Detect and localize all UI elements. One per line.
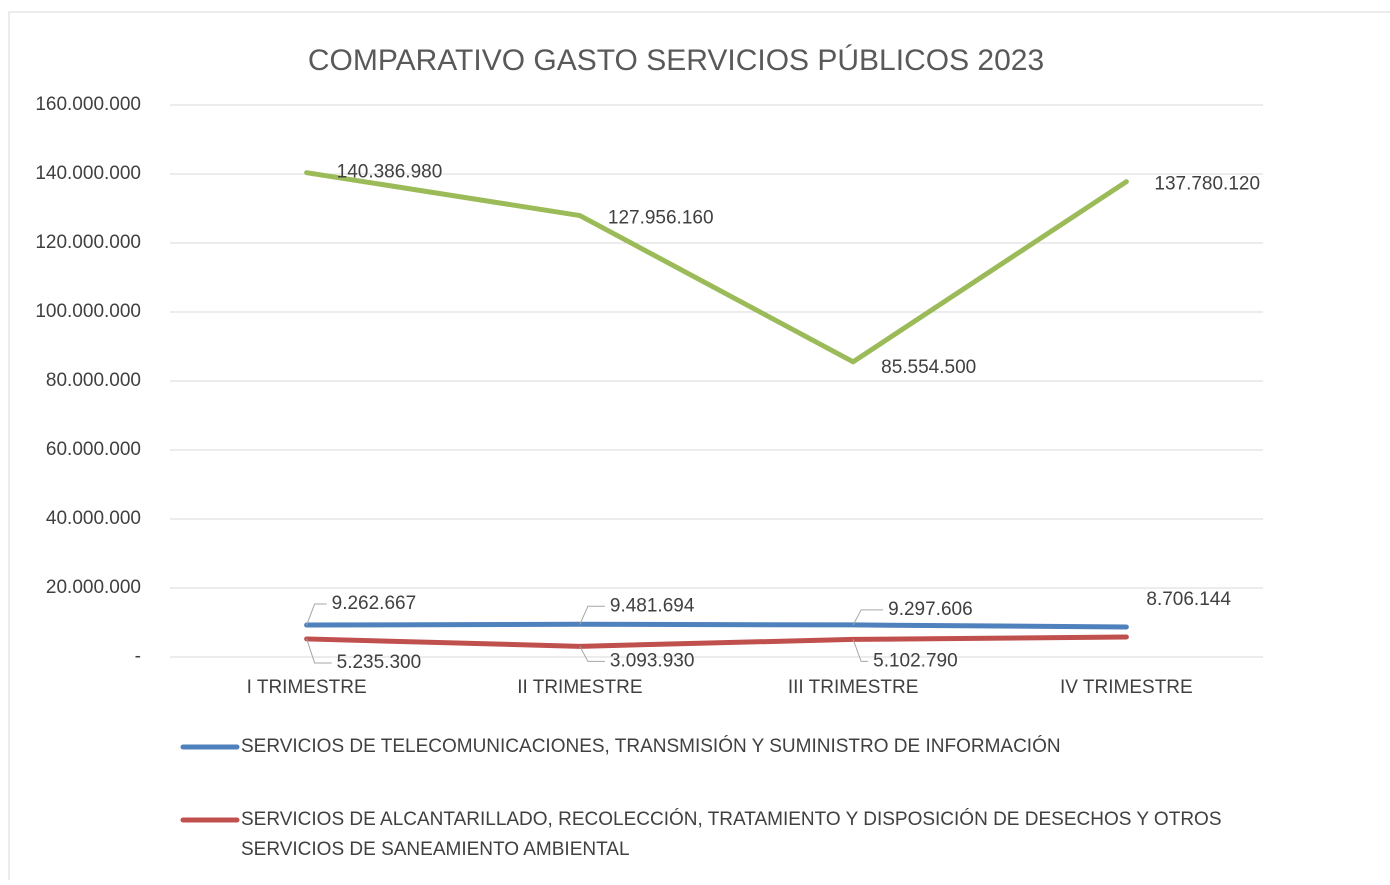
data-label: 9.262.667: [332, 593, 417, 614]
x-tick-label: III TRIMESTRE: [788, 677, 919, 698]
series-line: [304, 634, 1129, 649]
x-tick-label: IV TRIMESTRE: [1060, 677, 1193, 698]
series-line: [304, 621, 1129, 630]
data-label: 85.554.500: [881, 357, 976, 378]
series-line: [304, 170, 1129, 365]
y-tick-label: 120.000.000: [35, 232, 141, 253]
leader-line: [306, 638, 332, 664]
x-tick-label: I TRIMESTRE: [247, 677, 367, 698]
chart-frame: [8, 11, 1390, 885]
y-tick-label: 160.000.000: [35, 94, 141, 115]
leader-line: [579, 646, 605, 662]
data-label: 3.093.930: [610, 650, 695, 671]
leader-line: [852, 609, 884, 626]
chart-title: COMPARATIVO GASTO SERVICIOS PÚBLICOS 202…: [308, 44, 1044, 77]
y-tick-label: 80.000.000: [46, 370, 141, 391]
y-tick-label: 20.000.000: [46, 577, 141, 598]
data-label: 9.297.606: [888, 599, 973, 620]
data-label: 5.102.790: [873, 650, 958, 671]
leader-line: [579, 605, 605, 625]
legend-label: SERVICIOS DE ALCANTARILLADO, RECOLECCIÓN…: [241, 808, 1222, 860]
y-tick-label: 140.000.000: [35, 163, 141, 184]
data-label: 127.956.160: [608, 208, 714, 229]
leader-line: [852, 639, 869, 662]
data-label: 8.706.144: [1146, 589, 1231, 610]
legend-label: SERVICIOS DE TELECOMUNICACIONES, TRANSMI…: [241, 735, 1061, 757]
y-tick-label: -: [135, 646, 141, 667]
data-label: 5.235.300: [337, 652, 422, 673]
y-tick-label: 60.000.000: [46, 439, 141, 460]
data-label: 9.481.694: [610, 595, 695, 616]
data-label: 140.386.980: [337, 162, 443, 183]
y-tick-label: 40.000.000: [46, 508, 141, 529]
data-label: 137.780.120: [1154, 174, 1260, 195]
x-tick-label: II TRIMESTRE: [517, 677, 642, 698]
y-tick-label: 100.000.000: [35, 301, 141, 322]
leader-line: [306, 603, 327, 626]
